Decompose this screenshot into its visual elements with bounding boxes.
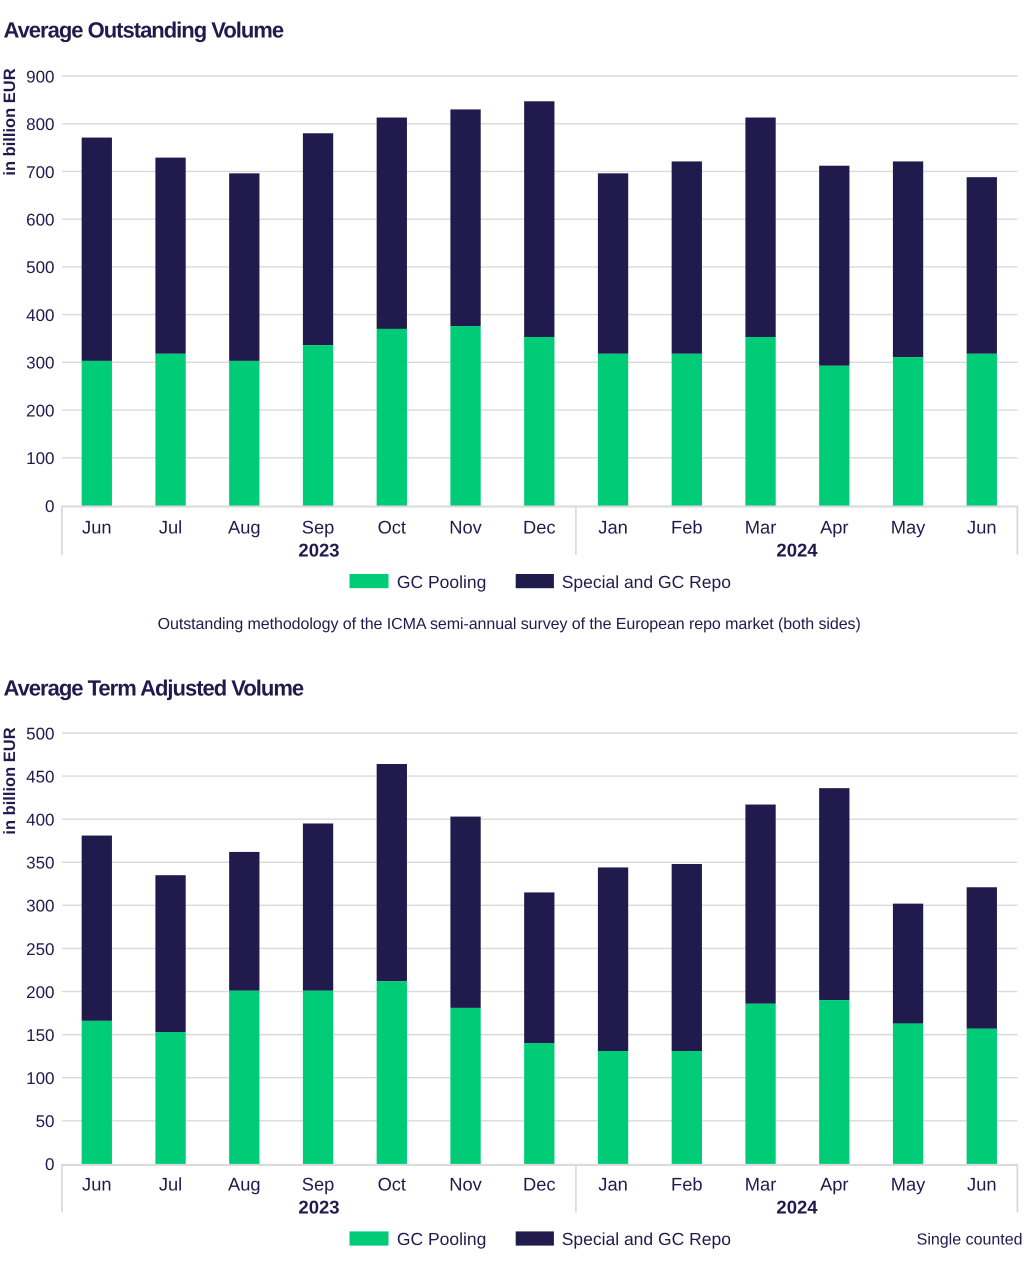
svg-text:Jul: Jul (159, 1174, 182, 1195)
svg-text:Oct: Oct (378, 1174, 406, 1195)
svg-text:150: 150 (26, 1026, 54, 1045)
svg-text:Mar: Mar (745, 516, 776, 537)
svg-text:in billion EUR: in billion EUR (1, 727, 19, 834)
svg-text:Dec: Dec (523, 516, 556, 537)
svg-text:Outstanding methodology of the: Outstanding methodology of the ICMA semi… (158, 616, 861, 633)
svg-text:Jul: Jul (159, 516, 182, 537)
svg-text:350: 350 (26, 854, 54, 873)
svg-text:Special and GC Repo: Special and GC Repo (562, 1229, 731, 1249)
svg-text:0: 0 (45, 497, 54, 516)
svg-text:Jun: Jun (967, 1174, 996, 1195)
svg-text:Jun: Jun (967, 516, 996, 537)
svg-text:300: 300 (26, 354, 54, 373)
svg-text:Apr: Apr (820, 1174, 848, 1195)
svg-text:250: 250 (26, 940, 54, 959)
svg-text:400: 400 (26, 810, 54, 829)
svg-text:Aug: Aug (228, 1174, 261, 1195)
svg-text:GC Pooling: GC Pooling (397, 572, 487, 592)
svg-text:Average Term Adjusted Volume: Average Term Adjusted Volume (4, 676, 304, 701)
svg-text:800: 800 (26, 115, 54, 134)
svg-text:100: 100 (26, 1069, 54, 1088)
svg-text:600: 600 (26, 210, 54, 229)
svg-text:Jun: Jun (82, 1174, 111, 1195)
svg-text:Single counted: Single counted (917, 1232, 1023, 1249)
svg-text:700: 700 (26, 163, 54, 182)
svg-text:Jun: Jun (82, 516, 111, 537)
svg-text:May: May (891, 1174, 926, 1195)
svg-text:Mar: Mar (745, 1174, 776, 1195)
svg-text:Jan: Jan (598, 1174, 627, 1195)
svg-text:900: 900 (26, 67, 54, 86)
svg-text:Nov: Nov (449, 1174, 482, 1195)
svg-text:2023: 2023 (298, 1196, 339, 1217)
svg-text:Oct: Oct (378, 516, 406, 537)
svg-text:2024: 2024 (776, 1196, 818, 1217)
svg-text:200: 200 (26, 401, 54, 420)
svg-text:2023: 2023 (298, 540, 339, 561)
svg-text:Sep: Sep (302, 516, 335, 537)
svg-text:Dec: Dec (523, 1174, 556, 1195)
svg-text:300: 300 (26, 897, 54, 916)
svg-text:Feb: Feb (671, 1174, 703, 1195)
svg-text:Aug: Aug (228, 516, 261, 537)
svg-text:Jan: Jan (598, 516, 627, 537)
svg-text:Nov: Nov (449, 516, 482, 537)
svg-text:Apr: Apr (820, 516, 848, 537)
svg-text:2024: 2024 (776, 540, 818, 561)
svg-text:500: 500 (26, 258, 54, 277)
svg-text:Average Outstanding Volume: Average Outstanding Volume (4, 17, 284, 42)
svg-text:Feb: Feb (671, 516, 703, 537)
svg-text:May: May (891, 516, 926, 537)
svg-text:GC Pooling: GC Pooling (397, 1229, 487, 1249)
svg-text:Special and GC Repo: Special and GC Repo (562, 572, 731, 592)
svg-text:Sep: Sep (302, 1174, 335, 1195)
svg-text:200: 200 (26, 983, 54, 1002)
svg-text:0: 0 (45, 1155, 54, 1174)
svg-text:500: 500 (26, 724, 54, 743)
svg-text:50: 50 (36, 1112, 55, 1131)
svg-text:400: 400 (26, 306, 54, 325)
svg-text:100: 100 (26, 449, 54, 468)
svg-text:in billion EUR: in billion EUR (1, 68, 19, 175)
svg-text:450: 450 (26, 767, 54, 786)
